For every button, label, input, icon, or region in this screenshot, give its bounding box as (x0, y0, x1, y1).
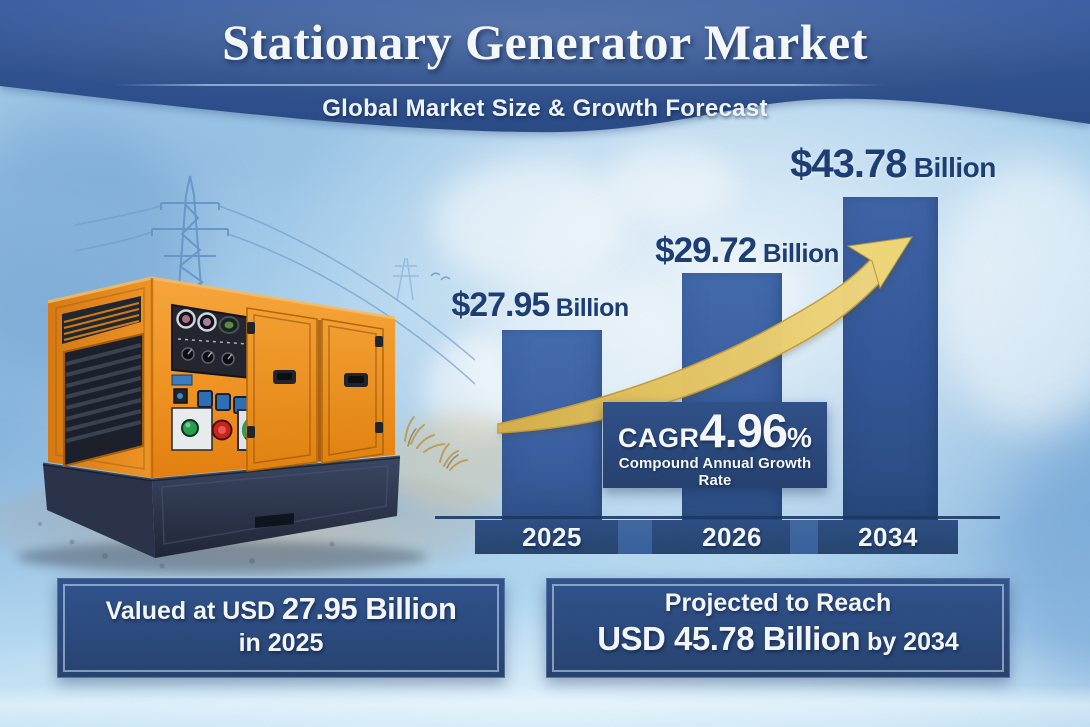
hinge (247, 426, 255, 438)
bar-label-2026: $29.72 Billion (655, 231, 839, 271)
cagr-line: CAGR 4.96 % (603, 407, 827, 454)
page-subtitle: Global Market Size & Growth Forecast (322, 95, 768, 122)
bottom-light-band (0, 686, 1090, 727)
bar-value: $29.72 (655, 231, 757, 270)
generator-art (17, 276, 468, 573)
hinge (375, 336, 383, 347)
valuation-line1: Valued at USD 27.95 Billion (58, 591, 504, 627)
valuation-card: Valued at USD 27.95 Billion in 2025 (57, 578, 505, 678)
hinge (247, 322, 255, 334)
chart-bar-2025 (502, 330, 602, 520)
cagr-percent-sign: % (787, 422, 812, 453)
x-tick-2034: 2034 (858, 522, 918, 552)
chart-bar-2034 (843, 197, 938, 520)
projection-suffix: by 2034 (860, 628, 959, 656)
projection-line2: USD 45.78 Billion by 2034 (547, 620, 1009, 658)
valuation-line2: in 2025 (238, 629, 324, 657)
x-axis-line (435, 516, 1000, 519)
axis-segment (618, 520, 652, 554)
bar-label-2025: $27.95 Billion (451, 286, 629, 325)
cagr-label: CAGR (618, 423, 700, 453)
bar-unit: Billion (913, 152, 997, 183)
door-right (321, 318, 384, 464)
page-title: Stationary Generator Market (222, 14, 868, 70)
projection-value: USD 45.78 Billion (597, 620, 861, 657)
x-tick-2025: 2025 (522, 522, 582, 552)
bar-value: $27.95 (451, 286, 550, 324)
x-tick-2026: 2026 (702, 522, 762, 552)
projection-line1: Projected to Reach (664, 589, 892, 617)
bar-unit: Billion (762, 238, 839, 268)
cagr-annotation-box: CAGR 4.96 % Compound Annual Growth Rate (603, 402, 827, 489)
bar-unit: Billion (555, 294, 629, 322)
cagr-value: 4.96 (699, 404, 788, 457)
valuation-prefix: Valued at USD (105, 597, 283, 625)
start-button (181, 419, 199, 437)
grass (404, 416, 468, 471)
header-divider (115, 84, 885, 86)
cagr-caption: Compound Annual Growth Rate (618, 455, 812, 489)
hinge (375, 422, 383, 433)
door-left (246, 307, 318, 472)
projection-card: Projected to Reach USD 45.78 Billion by … (546, 578, 1010, 678)
valuation-value: 27.95 Billion (282, 591, 457, 626)
axis-segment (790, 520, 818, 554)
